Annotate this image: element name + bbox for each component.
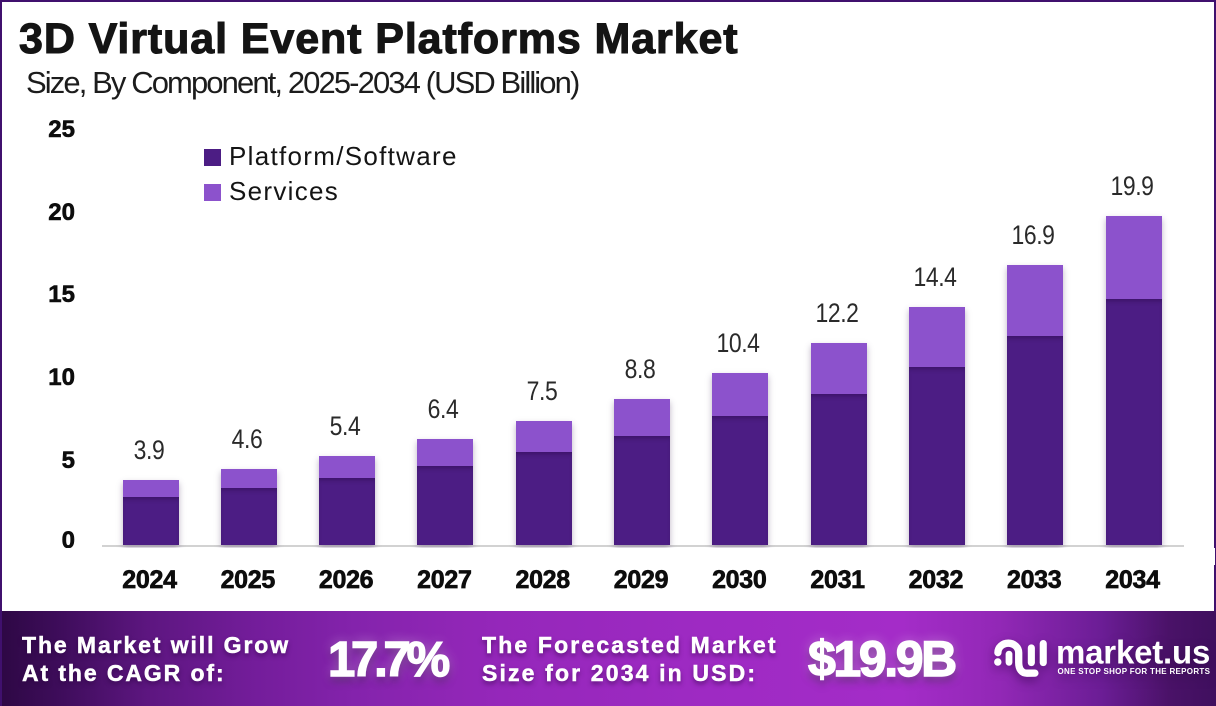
svg-text:ONE STOP SHOP FOR THE REPORTS: ONE STOP SHOP FOR THE REPORTS [1058, 667, 1211, 676]
svg-text:market.us: market.us [1056, 634, 1210, 671]
